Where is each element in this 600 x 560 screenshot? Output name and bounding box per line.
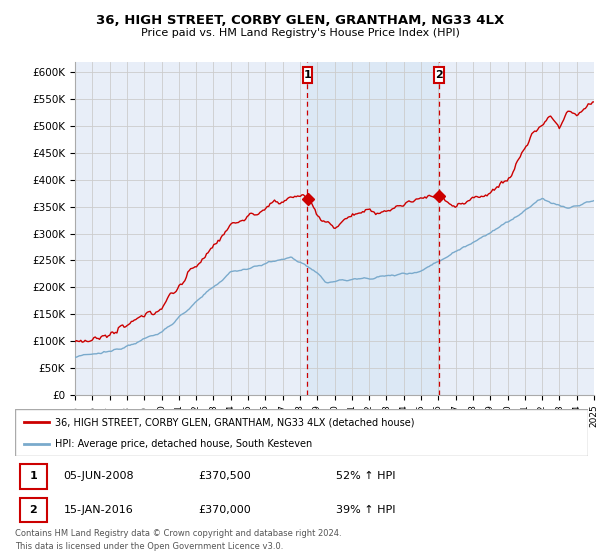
Text: 2: 2 [435, 70, 443, 80]
Text: 1: 1 [304, 70, 311, 80]
Text: 15-JAN-2016: 15-JAN-2016 [64, 505, 133, 515]
Text: 39% ↑ HPI: 39% ↑ HPI [336, 505, 395, 515]
Text: 36, HIGH STREET, CORBY GLEN, GRANTHAM, NG33 4LX (detached house): 36, HIGH STREET, CORBY GLEN, GRANTHAM, N… [55, 417, 415, 427]
Text: 05-JUN-2008: 05-JUN-2008 [64, 472, 134, 482]
Text: 2: 2 [29, 505, 37, 515]
Bar [20, 464, 47, 488]
Text: Contains HM Land Registry data © Crown copyright and database right 2024.: Contains HM Land Registry data © Crown c… [15, 529, 341, 538]
Bar [307, 62, 439, 395]
Text: £370,500: £370,500 [199, 472, 251, 482]
Bar [302, 67, 312, 83]
Text: 52% ↑ HPI: 52% ↑ HPI [336, 472, 395, 482]
Text: £370,000: £370,000 [199, 505, 251, 515]
Text: Price paid vs. HM Land Registry's House Price Index (HPI): Price paid vs. HM Land Registry's House … [140, 28, 460, 38]
Text: This data is licensed under the Open Government Licence v3.0.: This data is licensed under the Open Gov… [15, 542, 283, 550]
Text: HPI: Average price, detached house, South Kesteven: HPI: Average price, detached house, Sout… [55, 439, 313, 449]
Text: 1: 1 [29, 472, 37, 482]
Bar [20, 498, 47, 522]
Bar [434, 67, 444, 83]
Text: 36, HIGH STREET, CORBY GLEN, GRANTHAM, NG33 4LX: 36, HIGH STREET, CORBY GLEN, GRANTHAM, N… [96, 14, 504, 27]
